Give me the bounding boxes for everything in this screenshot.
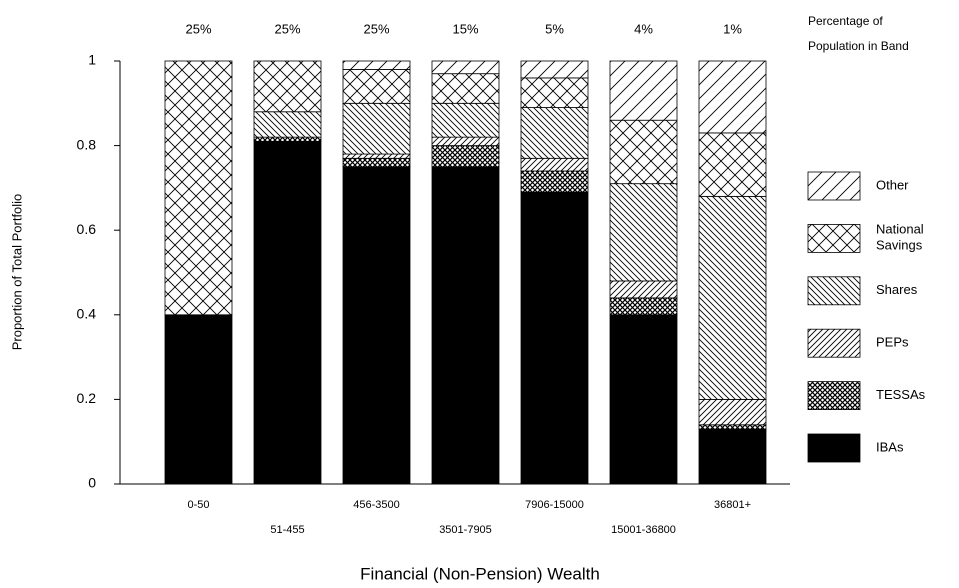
y-tick-label: 1 bbox=[88, 52, 96, 68]
bar-segment bbox=[342, 69, 411, 104]
legend-swatch bbox=[807, 328, 861, 358]
bar-segment bbox=[431, 145, 500, 168]
x-tick-label: 7906-15000 bbox=[525, 499, 584, 511]
legend-swatch bbox=[807, 381, 861, 411]
y-tick-label: 0.8 bbox=[77, 136, 97, 152]
legend-swatch bbox=[807, 276, 861, 306]
bar-segment bbox=[342, 166, 411, 485]
band-title: Population in Band bbox=[808, 39, 909, 53]
bar-segment bbox=[609, 297, 678, 316]
bar-segment bbox=[164, 314, 233, 485]
bar-segment bbox=[609, 183, 678, 282]
legend-label: National Savings bbox=[876, 222, 924, 253]
bar-segment bbox=[609, 60, 678, 121]
x-tick-label: 51-455 bbox=[270, 524, 304, 536]
bar-segment bbox=[698, 424, 767, 430]
bar-segment bbox=[520, 60, 589, 79]
band-percentage: 25% bbox=[274, 21, 300, 36]
bar-segment bbox=[342, 102, 411, 155]
x-tick-label: 456-3500 bbox=[353, 499, 400, 511]
bar-segment bbox=[698, 60, 767, 134]
bar-segment bbox=[431, 102, 500, 138]
bar-segment bbox=[609, 314, 678, 485]
y-tick-label: 0 bbox=[88, 475, 96, 491]
bar-segment bbox=[253, 136, 322, 142]
bar-segment bbox=[520, 170, 589, 193]
legend-swatch bbox=[807, 223, 861, 253]
bar-segment bbox=[253, 60, 322, 113]
legend-label: IBAs bbox=[876, 439, 904, 454]
legend-swatch bbox=[807, 433, 861, 463]
bar-segment bbox=[520, 77, 589, 108]
y-axis-label: Proportion of Total Portfolio bbox=[9, 194, 24, 351]
bar-segment bbox=[431, 60, 500, 75]
bar-segment bbox=[520, 107, 589, 159]
legend-label: Shares bbox=[876, 282, 918, 297]
bar-segment bbox=[609, 119, 678, 185]
band-percentage: 15% bbox=[452, 21, 478, 36]
bar-segment bbox=[342, 60, 411, 70]
legend-label: Other bbox=[876, 177, 909, 192]
bar-segment bbox=[609, 280, 678, 299]
x-axis-label: Financial (Non-Pension) Wealth bbox=[360, 564, 600, 583]
bar-segment bbox=[698, 195, 767, 400]
band-percentage: 5% bbox=[545, 21, 564, 36]
y-tick-label: 0.6 bbox=[77, 221, 97, 237]
y-tick-label: 0.2 bbox=[77, 390, 97, 406]
x-tick-label: 36801+ bbox=[714, 499, 751, 511]
band-percentage: 4% bbox=[634, 21, 653, 36]
x-tick-label: 3501-7905 bbox=[439, 524, 492, 536]
bar-segment bbox=[431, 73, 500, 104]
x-tick-label: 0-50 bbox=[187, 499, 209, 511]
bar-segment bbox=[698, 132, 767, 197]
legend-label: TESSAs bbox=[876, 387, 926, 402]
band-percentage: 25% bbox=[363, 21, 389, 36]
legend-swatch bbox=[807, 171, 861, 201]
band-percentage: 1% bbox=[723, 21, 742, 36]
bar-segment bbox=[698, 398, 767, 426]
bar-segment bbox=[520, 191, 589, 485]
bar-segment bbox=[253, 111, 322, 138]
band-title: Percentage of bbox=[808, 14, 883, 28]
y-tick-label: 0.4 bbox=[77, 306, 97, 322]
band-percentage: 25% bbox=[185, 21, 211, 36]
bar-segment bbox=[698, 428, 767, 485]
bar-segment bbox=[342, 157, 411, 168]
x-tick-label: 15001-36800 bbox=[611, 524, 676, 536]
bar-segment bbox=[164, 60, 233, 316]
legend-label: PEPs bbox=[876, 335, 909, 350]
bar-segment bbox=[342, 153, 411, 159]
bar-segment bbox=[431, 166, 500, 485]
bar-segment bbox=[520, 157, 589, 172]
bar-segment bbox=[253, 140, 322, 485]
bar-segment bbox=[431, 136, 500, 146]
